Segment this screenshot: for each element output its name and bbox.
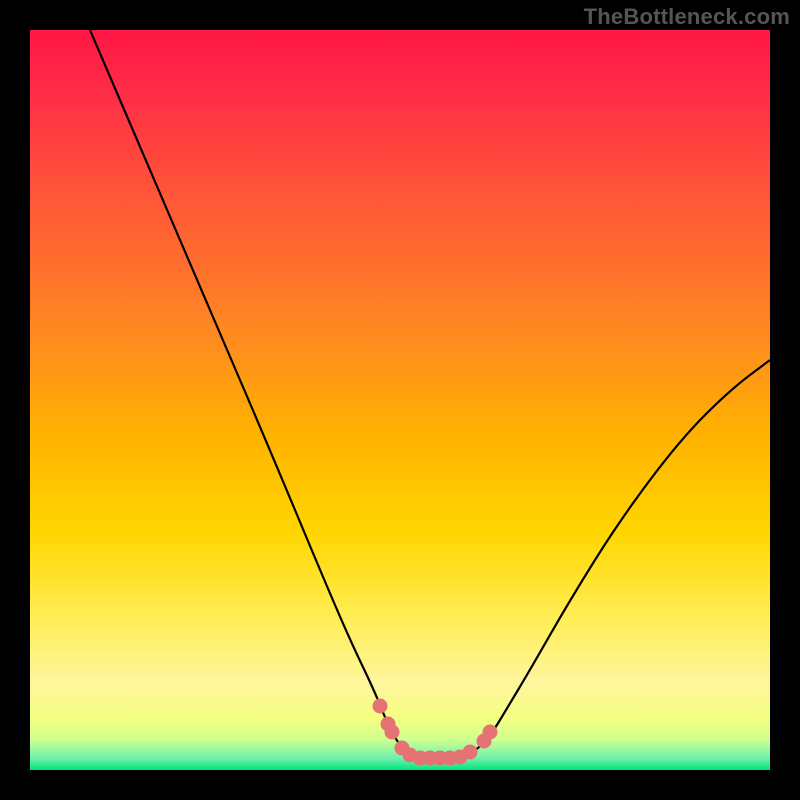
bottleneck-marker <box>385 725 399 739</box>
curve-svg <box>30 30 770 770</box>
bottleneck-marker <box>483 725 497 739</box>
bottleneck-marker <box>463 745 477 759</box>
bottleneck-curve <box>90 30 770 758</box>
attribution-label: TheBottleneck.com <box>584 4 790 30</box>
chart-frame: TheBottleneck.com <box>0 0 800 800</box>
plot-area <box>30 30 770 770</box>
bottleneck-marker <box>373 699 387 713</box>
